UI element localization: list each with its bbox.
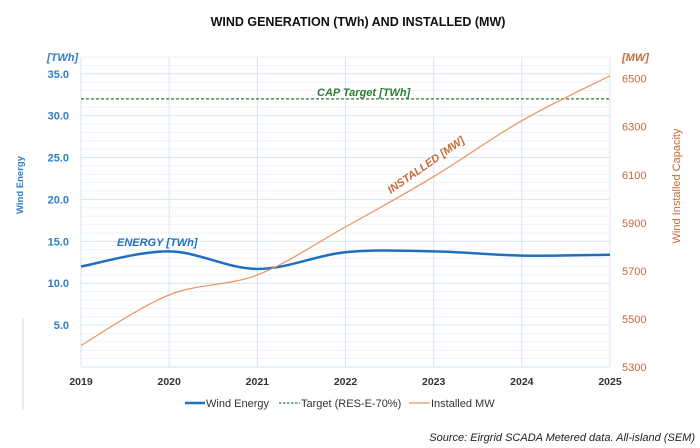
right-axis-unit: [MW] [621, 52, 649, 64]
ticks: 5.0 10.0 15.0 20.0 25.0 30.0 35.0 2019 2020 2021 2… [48, 69, 647, 388]
left-tick-label: 15.0 [48, 236, 69, 248]
left-axis-unit: [TWh] [46, 52, 78, 64]
right-tick-label: 5700 [622, 266, 646, 278]
right-tick-label: 6300 [622, 122, 646, 134]
right-tick-label: 5300 [622, 362, 646, 374]
legend: Wind Energy Target (RES-E-70%) Installed… [185, 398, 495, 410]
legend-label-wind-energy: Wind Energy [206, 398, 269, 410]
right-tick-label: 6100 [622, 170, 646, 182]
x-tick-label: 2023 [422, 376, 446, 388]
right-axis-title: Wind Installed Capacity [671, 128, 683, 243]
left-tick-label: 30.0 [48, 111, 69, 123]
left-axis-title: Wind Energy [15, 155, 26, 214]
x-tick-label: 2025 [598, 376, 622, 388]
x-tick-label: 2021 [246, 376, 270, 388]
source-note: Source: Eirgrid SCADA Metered data. All-… [429, 432, 695, 444]
energy-annotation: ENERGY [TWh] [117, 237, 198, 249]
right-tick-label: 6500 [622, 74, 646, 86]
chart-title: WIND GENERATION (TWh) AND INSTALLED (MW) [211, 15, 506, 29]
right-tick-label: 5900 [622, 218, 646, 230]
left-tick-label: 5.0 [54, 320, 69, 332]
left-tick-label: 10.0 [48, 278, 69, 290]
left-tick-label: 35.0 [48, 69, 69, 81]
legend-label-target: Target (RES-E-70%) [301, 398, 401, 410]
left-tick-label: 20.0 [48, 194, 69, 206]
series [80, 75, 611, 346]
x-tick-label: 2020 [157, 376, 181, 388]
x-tick-label: 2024 [510, 376, 534, 388]
x-tick-label: 2022 [334, 376, 358, 388]
grid [80, 56, 611, 368]
target-annotation: CAP Target [TWh] [317, 87, 411, 99]
legend-label-installed: Installed MW [431, 398, 495, 410]
right-tick-label: 5500 [622, 314, 646, 326]
left-tick-label: 25.0 [48, 153, 69, 165]
x-tick-label: 2019 [69, 376, 93, 388]
